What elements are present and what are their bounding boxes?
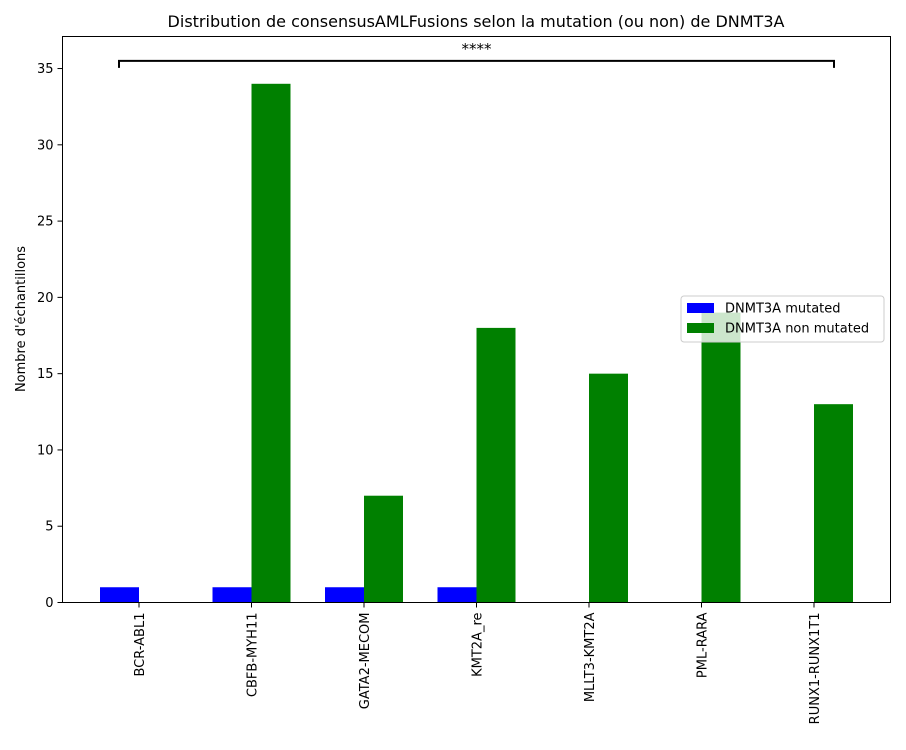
legend-label-non-mutated: DNMT3A non mutated [725, 322, 869, 337]
bar-mutated-cbfb-myh11 [212, 587, 252, 603]
y-tick-label-5: 5 [45, 520, 53, 535]
y-tick-label-10: 10 [37, 443, 54, 458]
bar-non-mutated-kmt2a_re [476, 327, 516, 603]
bar-mutated-gata2-mecom [325, 587, 364, 603]
legend-label-mutated: DNMT3A mutated [725, 302, 841, 317]
bar-non-mutated-cbfb-myh11 [251, 83, 291, 603]
x-tick-label-bcr-abl1: BCR-ABL1 [133, 613, 148, 677]
legend-swatch-non-mutated [687, 323, 714, 333]
bar-non-mutated-pml-rara [701, 312, 741, 603]
y-tick-label-35: 35 [37, 62, 54, 77]
chart-title: Distribution de consensusAMLFusions selo… [168, 12, 785, 31]
x-tick-label-pml-rara: PML-RARA [696, 612, 711, 678]
legend-box [680, 295, 885, 343]
legend: DNMT3A mutated DNMT3A non mutated [680, 295, 885, 343]
x-tick-label-runx1-runx1t1: RUNX1-RUNX1T1 [808, 613, 823, 725]
y-tick-label-25: 25 [37, 215, 54, 230]
bar-mutated-bcr-abl1 [100, 587, 139, 603]
bar-mutated-kmt2a_re [437, 587, 477, 603]
x-tick-label-kmt2a_re: KMT2A_re [471, 613, 486, 677]
bar-non-mutated-mllt3-kmt2a [589, 373, 628, 603]
significance-bracket [118, 59, 835, 68]
y-axis-label: Nombre d'échantillons [14, 246, 29, 392]
y-tick-label-15: 15 [37, 367, 54, 382]
bars-group [100, 83, 853, 603]
y-tick-label-20: 20 [37, 291, 54, 306]
bar-non-mutated-gata2-mecom [364, 495, 403, 603]
y-tick-label-30: 30 [37, 138, 54, 153]
y-tick-label-0: 0 [45, 596, 53, 611]
x-axis: BCR-ABL1 CBFB-MYH11 GATA2-MECOM KMT2A_re MLL… [133, 602, 823, 725]
y-axis: 0 5 10 15 20 25 30 35 [37, 62, 63, 611]
significance-label: **** [462, 40, 493, 58]
x-tick-label-gata2-mecom: GATA2-MECOM [358, 613, 373, 710]
bar-non-mutated-runx1-runx1t1 [814, 404, 853, 603]
significance-annotation: **** [118, 40, 835, 68]
legend-swatch-mutated [687, 303, 714, 313]
x-tick-label-mllt3-kmt2a: MLLT3-KMT2A [583, 612, 598, 702]
x-tick-label-cbfb-myh11: CBFB-MYH11 [246, 613, 261, 698]
